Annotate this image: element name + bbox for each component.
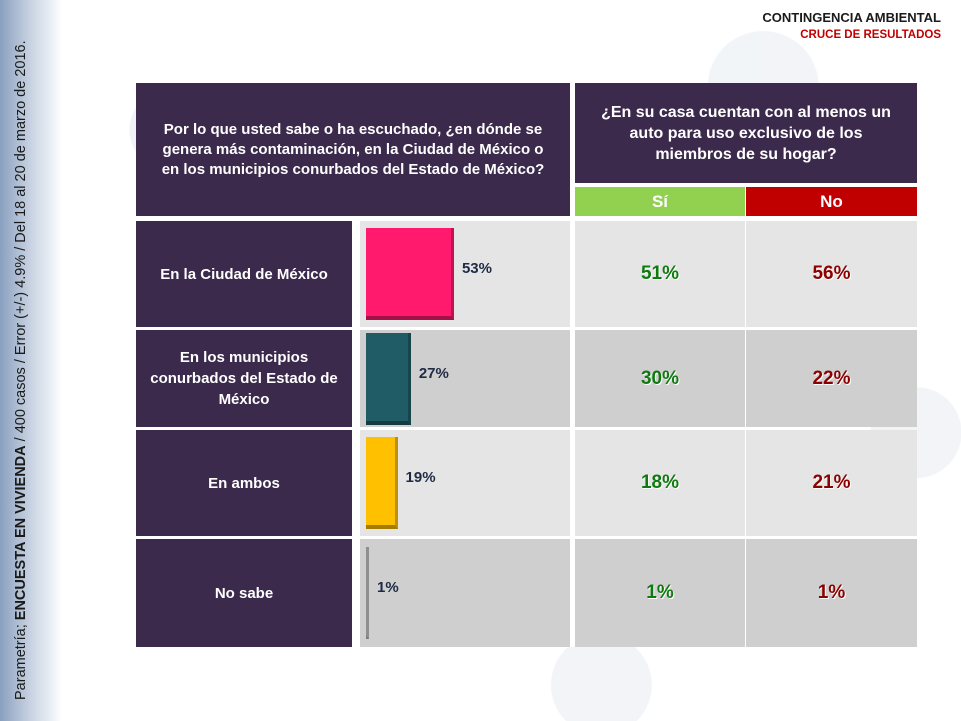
row-label-municipios: En los municipios conurbados del Estado …	[136, 330, 352, 427]
table-cell-si: 1%	[646, 582, 674, 603]
bar	[366, 228, 454, 320]
row-label-ambos: En ambos	[136, 430, 352, 536]
table-cell-si: 18%	[640, 472, 680, 493]
question-left: Por lo que usted sabe o ha escuchado, ¿e…	[136, 83, 570, 216]
bar	[366, 547, 369, 639]
table-cell-si: 30%	[640, 367, 680, 389]
background-left-strip	[0, 0, 62, 721]
column-divider	[570, 221, 575, 647]
bar	[366, 332, 411, 425]
table-cell-no: 56%	[812, 263, 851, 284]
question-right: ¿En su casa cuentan con al menos un auto…	[575, 83, 917, 183]
row-label-no-sabe: No sabe	[136, 539, 352, 647]
row-label-ciudad: En la Ciudad de México	[136, 221, 352, 327]
survey-source-note: Parametría; ENCUESTA EN VIVIENDA / 400 c…	[13, 40, 29, 700]
row-background	[360, 330, 917, 427]
column-header-no: No	[746, 187, 917, 216]
table-cell-no: 1%	[817, 582, 846, 603]
column-divider	[745, 221, 746, 647]
table-cell-no: 21%	[812, 472, 851, 493]
page-title: CONTINGENCIA AMBIENTAL	[762, 10, 941, 25]
column-header-si: Sí	[575, 187, 745, 216]
row-background	[360, 430, 917, 536]
page-subtitle: CRUCE DE RESULTADOS	[800, 29, 941, 41]
bar-chart: 53% 27% 19% 1%	[360, 221, 570, 647]
bar	[366, 437, 398, 529]
bar-value-label: 27%	[418, 364, 449, 382]
table-cell-no: 22%	[812, 367, 851, 389]
table-cell-si: 51%	[640, 263, 680, 284]
bar-value-label: 1%	[377, 579, 399, 596]
row-background	[360, 539, 917, 647]
bar-value-label: 19%	[405, 469, 436, 486]
bar-value-label: 53%	[461, 260, 492, 277]
